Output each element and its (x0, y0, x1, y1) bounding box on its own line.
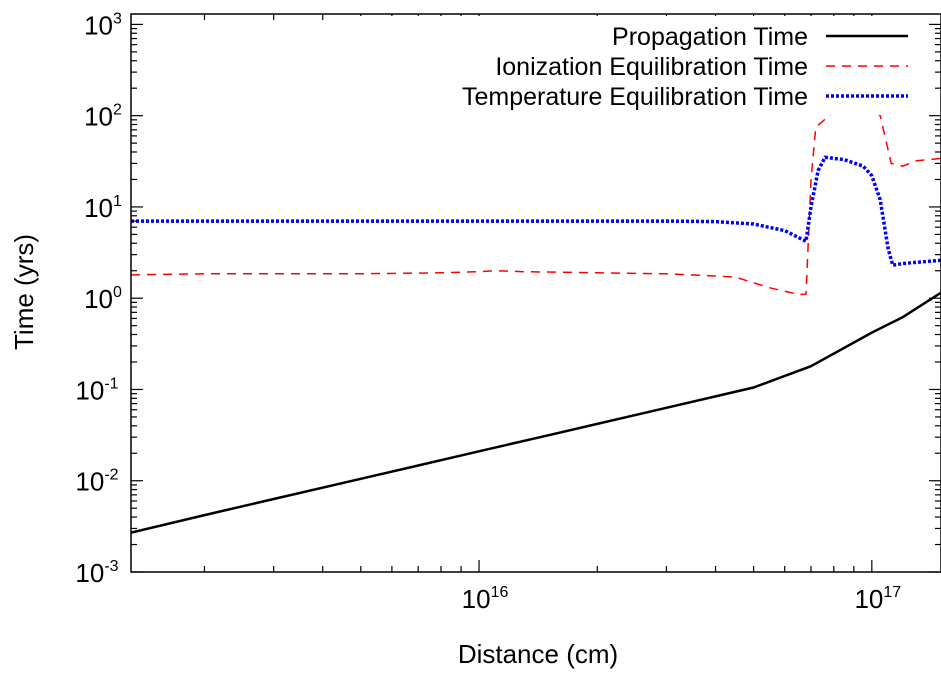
legend-entry-propagation: Propagation Time (612, 23, 908, 51)
series-layer (131, 108, 941, 534)
x-tick-label: 1016 (462, 584, 509, 614)
legend-entry-ionization: Ionization Equilibration Time (495, 53, 908, 81)
y-tick-label: 100 (84, 284, 122, 314)
series-line-propagation (131, 291, 941, 534)
y-tick-label: 101 (84, 193, 122, 223)
series-line-temperature (131, 155, 941, 267)
legend: Propagation Time Ionization Equilibratio… (350, 16, 920, 115)
y-axis-title: Time (yrs) (9, 234, 39, 350)
legend-entry-temperature: Temperature Equilibration Time (462, 83, 908, 111)
y-tick-label: 10-1 (75, 375, 118, 405)
series-line-ionization (131, 108, 941, 296)
legend-background (350, 16, 920, 115)
y-tick-label: 10-2 (75, 467, 118, 497)
y-tick-label: 102 (84, 102, 122, 132)
tick-layer: 10-3 10-2 10-1 100 101 102 103 1016 1017 (75, 10, 941, 614)
plot-frame (130, 13, 941, 573)
y-tick-label: 10-3 (75, 558, 118, 588)
legend-label-temperature: Temperature Equilibration Time (462, 83, 808, 111)
x-axis-title: Distance (cm) (458, 639, 618, 669)
y-tick-label: 103 (84, 10, 122, 40)
legend-label-ionization: Ionization Equilibration Time (495, 53, 808, 81)
x-tick-label: 1017 (854, 584, 901, 614)
legend-label-propagation: Propagation Time (612, 23, 808, 51)
